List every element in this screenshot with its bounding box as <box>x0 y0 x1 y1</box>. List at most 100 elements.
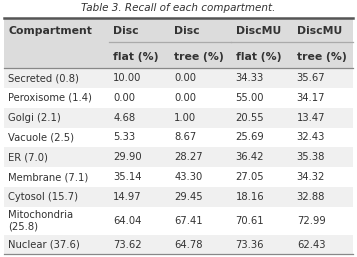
Text: 35.38: 35.38 <box>297 152 325 162</box>
Text: Disc: Disc <box>174 26 200 36</box>
Text: 72.99: 72.99 <box>297 216 326 226</box>
Bar <box>4 18 109 45</box>
Bar <box>231 207 292 235</box>
Bar <box>170 207 231 235</box>
Text: 36.42: 36.42 <box>236 152 264 162</box>
Bar <box>4 207 109 235</box>
Bar <box>292 187 353 207</box>
Text: 32.43: 32.43 <box>297 133 325 142</box>
Bar <box>231 127 292 148</box>
Text: 20.55: 20.55 <box>236 113 264 123</box>
Bar <box>170 68 231 88</box>
Bar <box>231 108 292 127</box>
Text: 73.62: 73.62 <box>113 240 142 250</box>
Text: 13.47: 13.47 <box>297 113 325 123</box>
Bar <box>292 108 353 127</box>
Bar <box>4 187 109 207</box>
Bar <box>109 167 170 187</box>
Text: 34.32: 34.32 <box>297 172 325 182</box>
Text: 29.45: 29.45 <box>174 192 203 202</box>
Bar <box>4 148 109 167</box>
Text: Disc: Disc <box>113 26 139 36</box>
Text: DiscMU: DiscMU <box>297 26 342 36</box>
Bar <box>292 167 353 187</box>
Bar <box>170 187 231 207</box>
Text: tree (%): tree (%) <box>297 52 347 62</box>
Text: 1.00: 1.00 <box>174 113 196 123</box>
Bar <box>231 235 292 254</box>
Text: 43.30: 43.30 <box>174 172 202 182</box>
Bar <box>231 148 292 167</box>
Bar <box>170 108 231 127</box>
Bar <box>231 68 292 88</box>
Text: 29.90: 29.90 <box>113 152 142 162</box>
Bar <box>292 88 353 108</box>
Bar <box>109 68 170 88</box>
Text: 0.00: 0.00 <box>113 93 135 103</box>
Text: 70.61: 70.61 <box>236 216 264 226</box>
Bar <box>4 167 109 187</box>
Bar <box>292 18 353 45</box>
Bar <box>109 148 170 167</box>
Bar <box>292 235 353 254</box>
Bar <box>109 88 170 108</box>
Text: Golgi (2.1): Golgi (2.1) <box>8 113 61 123</box>
Text: ER (7.0): ER (7.0) <box>8 152 48 162</box>
Bar <box>4 127 109 148</box>
Bar <box>292 148 353 167</box>
Text: 5.33: 5.33 <box>113 133 135 142</box>
Text: 64.78: 64.78 <box>174 240 203 250</box>
Text: Peroxisome (1.4): Peroxisome (1.4) <box>8 93 92 103</box>
Text: 64.04: 64.04 <box>113 216 141 226</box>
Bar <box>292 68 353 88</box>
Text: 0.00: 0.00 <box>174 73 196 83</box>
Text: 62.43: 62.43 <box>297 240 325 250</box>
Bar <box>292 127 353 148</box>
Text: 34.17: 34.17 <box>297 93 325 103</box>
Text: 18.16: 18.16 <box>236 192 264 202</box>
Bar <box>109 207 170 235</box>
Bar <box>292 45 353 68</box>
Text: Cytosol (15.7): Cytosol (15.7) <box>8 192 78 202</box>
Text: Vacuole (2.5): Vacuole (2.5) <box>8 133 74 142</box>
Bar <box>231 45 292 68</box>
Text: Table 3. Recall of each compartment.: Table 3. Recall of each compartment. <box>81 3 276 13</box>
Text: 35.14: 35.14 <box>113 172 142 182</box>
Bar <box>109 45 170 68</box>
Bar <box>170 235 231 254</box>
Bar <box>109 127 170 148</box>
Bar <box>4 108 109 127</box>
Bar <box>109 187 170 207</box>
Text: Compartment: Compartment <box>8 26 92 36</box>
Text: Secreted (0.8): Secreted (0.8) <box>8 73 79 83</box>
Text: Nuclear (37.6): Nuclear (37.6) <box>8 240 80 250</box>
Text: 0.00: 0.00 <box>174 93 196 103</box>
Bar <box>109 108 170 127</box>
Bar <box>109 18 170 45</box>
Bar <box>170 88 231 108</box>
Text: 8.67: 8.67 <box>174 133 197 142</box>
Bar <box>170 18 231 45</box>
Text: 27.05: 27.05 <box>236 172 264 182</box>
Text: 25.69: 25.69 <box>236 133 264 142</box>
Bar <box>292 207 353 235</box>
Text: Mitochondria
(25.8): Mitochondria (25.8) <box>8 210 73 232</box>
Text: 28.27: 28.27 <box>174 152 203 162</box>
Bar <box>231 167 292 187</box>
Bar <box>4 88 109 108</box>
Text: 32.88: 32.88 <box>297 192 325 202</box>
Bar <box>4 45 109 68</box>
Text: tree (%): tree (%) <box>174 52 224 62</box>
Text: 35.67: 35.67 <box>297 73 325 83</box>
Bar <box>170 127 231 148</box>
Bar <box>231 18 292 45</box>
Text: 4.68: 4.68 <box>113 113 135 123</box>
Bar <box>231 187 292 207</box>
Text: DiscMU: DiscMU <box>236 26 281 36</box>
Text: flat (%): flat (%) <box>236 52 281 62</box>
Bar <box>4 235 109 254</box>
Bar <box>170 45 231 68</box>
Bar <box>170 167 231 187</box>
Text: 14.97: 14.97 <box>113 192 142 202</box>
Text: 73.36: 73.36 <box>236 240 264 250</box>
